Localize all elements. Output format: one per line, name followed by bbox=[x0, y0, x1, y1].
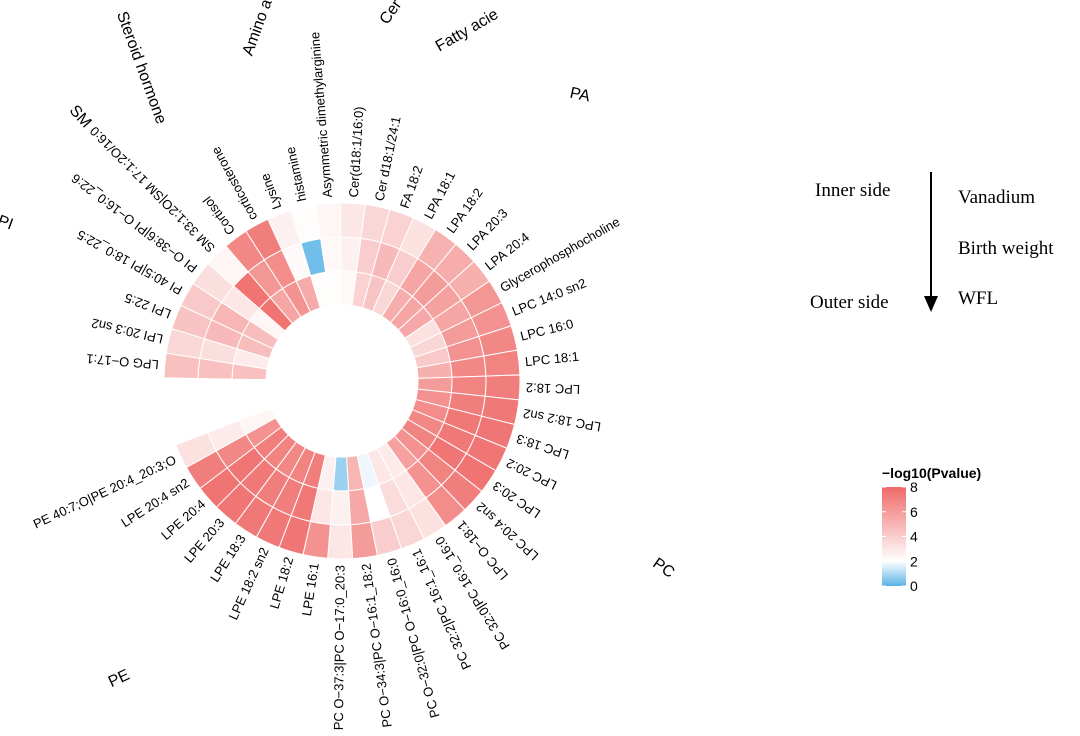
group-label-cer: Cer bbox=[377, 0, 406, 28]
row-label: LPC 18:2 bbox=[526, 380, 581, 397]
heat-cell-pe-40-7-o-pe-20-4-20-3-o-ring-3 bbox=[175, 431, 217, 469]
colorbar-legend: −log10(Pvalue) 8 6 4 2 0 bbox=[882, 465, 981, 594]
row-label: LPI 22:5 bbox=[122, 290, 173, 321]
row-label: LPE 18:2 bbox=[267, 555, 297, 611]
inner-side-label: Inner side bbox=[815, 180, 890, 201]
row-label: Lysine bbox=[257, 171, 284, 211]
ring-label-birth-weight: Birth weight bbox=[958, 238, 1054, 259]
row-label: Cer(d18:1/16:0) bbox=[346, 106, 367, 198]
colorbar-title: −log10(Pvalue) bbox=[882, 465, 981, 481]
group-label-sm: SM bbox=[66, 102, 95, 131]
heatmap-cells bbox=[163, 202, 521, 560]
colorbar-tick-label: 2 bbox=[910, 553, 918, 569]
row-label: LPI 20:3 sn2 bbox=[90, 316, 165, 347]
row-label: Cer d18:1/24:1 bbox=[372, 115, 404, 202]
group-label-pe: PE bbox=[106, 667, 133, 691]
row-label: LPG O−17:1 bbox=[86, 351, 160, 372]
row-label: LPC 18:3 bbox=[514, 431, 570, 462]
outer-side-label: Outer side bbox=[810, 292, 889, 313]
group-label-pc: PC bbox=[649, 555, 677, 582]
row-label: PI 40:5|PI 18:0_22:5 bbox=[74, 227, 185, 298]
group-label-pa: PA bbox=[568, 85, 592, 106]
colorbar-tick-label: 8 bbox=[910, 479, 918, 495]
group-label-steroid-hormone: Steroid hormone bbox=[113, 9, 169, 126]
row-label: LPC 20:2 bbox=[504, 456, 559, 493]
row-label: LPC 18:1 bbox=[524, 349, 579, 370]
row-label: LPE 16:1 bbox=[299, 562, 322, 617]
group-label-fatty-acie: Fatty acie bbox=[433, 6, 502, 55]
row-label: Glycerophosphocholine bbox=[497, 214, 622, 295]
row-label: Cortisol bbox=[200, 194, 238, 238]
row-label: PE 40:7;O|PE 20:4_20:3;O bbox=[31, 452, 179, 532]
row-label: Asymmetric dimethylarginine bbox=[307, 31, 335, 198]
ring-label-wfl: WFL bbox=[958, 288, 998, 309]
ring-label-vanadium: Vanadium bbox=[958, 187, 1035, 208]
heat-cell-pc-o-37-3-pc-o-17-0-20-3-ring-2 bbox=[329, 490, 352, 526]
group-label-amino-acid: Amino acid bbox=[240, 0, 283, 58]
colorbar-tick-label: 6 bbox=[910, 504, 918, 520]
heat-cell-pc-o-37-3-pc-o-17-0-20-3-ring-3 bbox=[327, 523, 354, 560]
row-label: histamine bbox=[283, 145, 310, 203]
row-label: PC O−37:3|PC O−17:0_20:3 bbox=[331, 565, 348, 730]
heat-cell-lpc-18-2-ring-3 bbox=[484, 374, 521, 401]
ring-order-legend: Inner side Outer side Vanadium Birth wei… bbox=[810, 172, 1054, 313]
colorbar-tick-label: 4 bbox=[910, 529, 918, 545]
direction-arrow-head bbox=[924, 296, 938, 312]
colorbar-tick-label: 0 bbox=[910, 578, 918, 594]
colorbar-ticks: 8 6 4 2 0 bbox=[882, 479, 918, 594]
heat-cell-asymmetric-dimethylarginine-ring-3 bbox=[315, 202, 342, 240]
group-label-pi: PI bbox=[0, 212, 15, 233]
row-label: PC O−34:3|PC O−16:1_18:2 bbox=[358, 562, 394, 728]
row-label: FA 18:2 bbox=[397, 164, 426, 211]
row-label: LPC 16:0 bbox=[519, 316, 575, 344]
row-label: LPC 18:2 sn2 bbox=[522, 406, 602, 435]
